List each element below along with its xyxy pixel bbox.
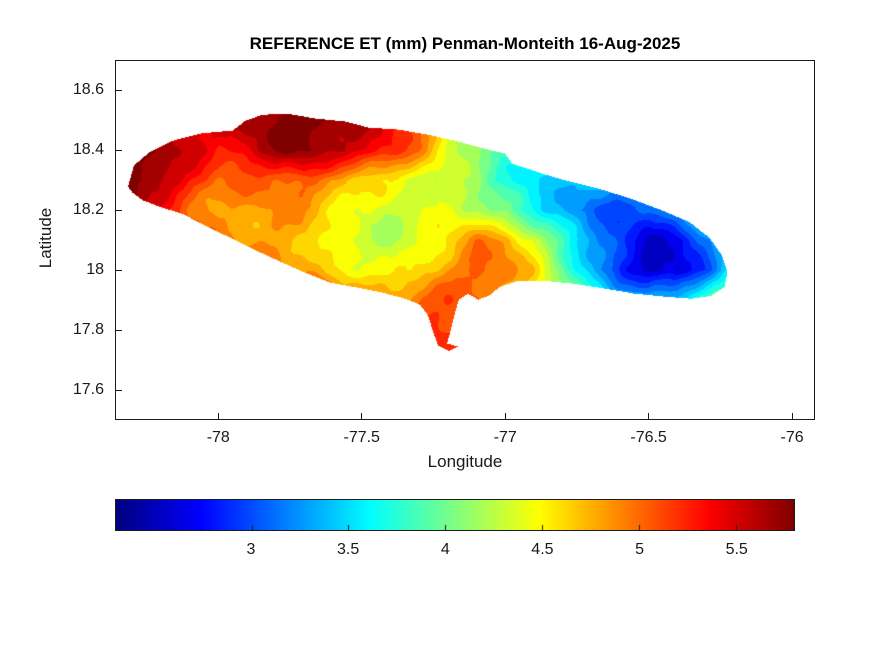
y-tick-label: 17.8 [72,321,104,338]
y-tick-label: 17.6 [72,381,104,398]
x-tick-label: -76.5 [630,429,667,446]
x-tick-label: -78 [206,429,230,446]
y-tick-mark [116,329,122,331]
y-tick-mark [116,269,122,271]
colorbar-tick-label: 3.5 [337,541,360,558]
y-tick-mark [116,209,122,211]
y-tick-label: 18.6 [72,81,104,98]
colorbar-tick-label: 5 [635,541,645,558]
y-tick-label: 18.2 [72,201,104,218]
y-tick-label: 18.4 [72,141,104,158]
x-tick-mark [791,413,793,419]
y-tick-label: 18 [86,261,104,278]
colorbar-tick-label: 3 [246,541,256,558]
x-tick-mark [504,413,506,419]
x-tick-mark [648,413,650,419]
x-tick-mark [361,413,363,419]
y-tick-mark [116,389,122,391]
x-tick-mark [217,413,219,419]
x-tick-label: -77 [493,429,517,446]
y-tick-mark [116,89,122,91]
x-axis-label: Longitude [427,452,503,471]
colorbar-tick-label: 4 [440,541,450,558]
et-contour-map-canvas [116,61,814,419]
x-tick-label: -77.5 [343,429,380,446]
colorbar-tick-label: 4.5 [531,541,554,558]
plot-area [115,60,815,420]
chart-title: REFERENCE ET (mm) Penman-Monteith 16-Aug… [249,34,681,53]
y-tick-mark [116,149,122,151]
colorbar-tick-label: 5.5 [725,541,748,558]
colorbar [115,499,795,531]
colorbar-gradient [116,500,794,530]
x-tick-label: -76 [780,429,804,446]
